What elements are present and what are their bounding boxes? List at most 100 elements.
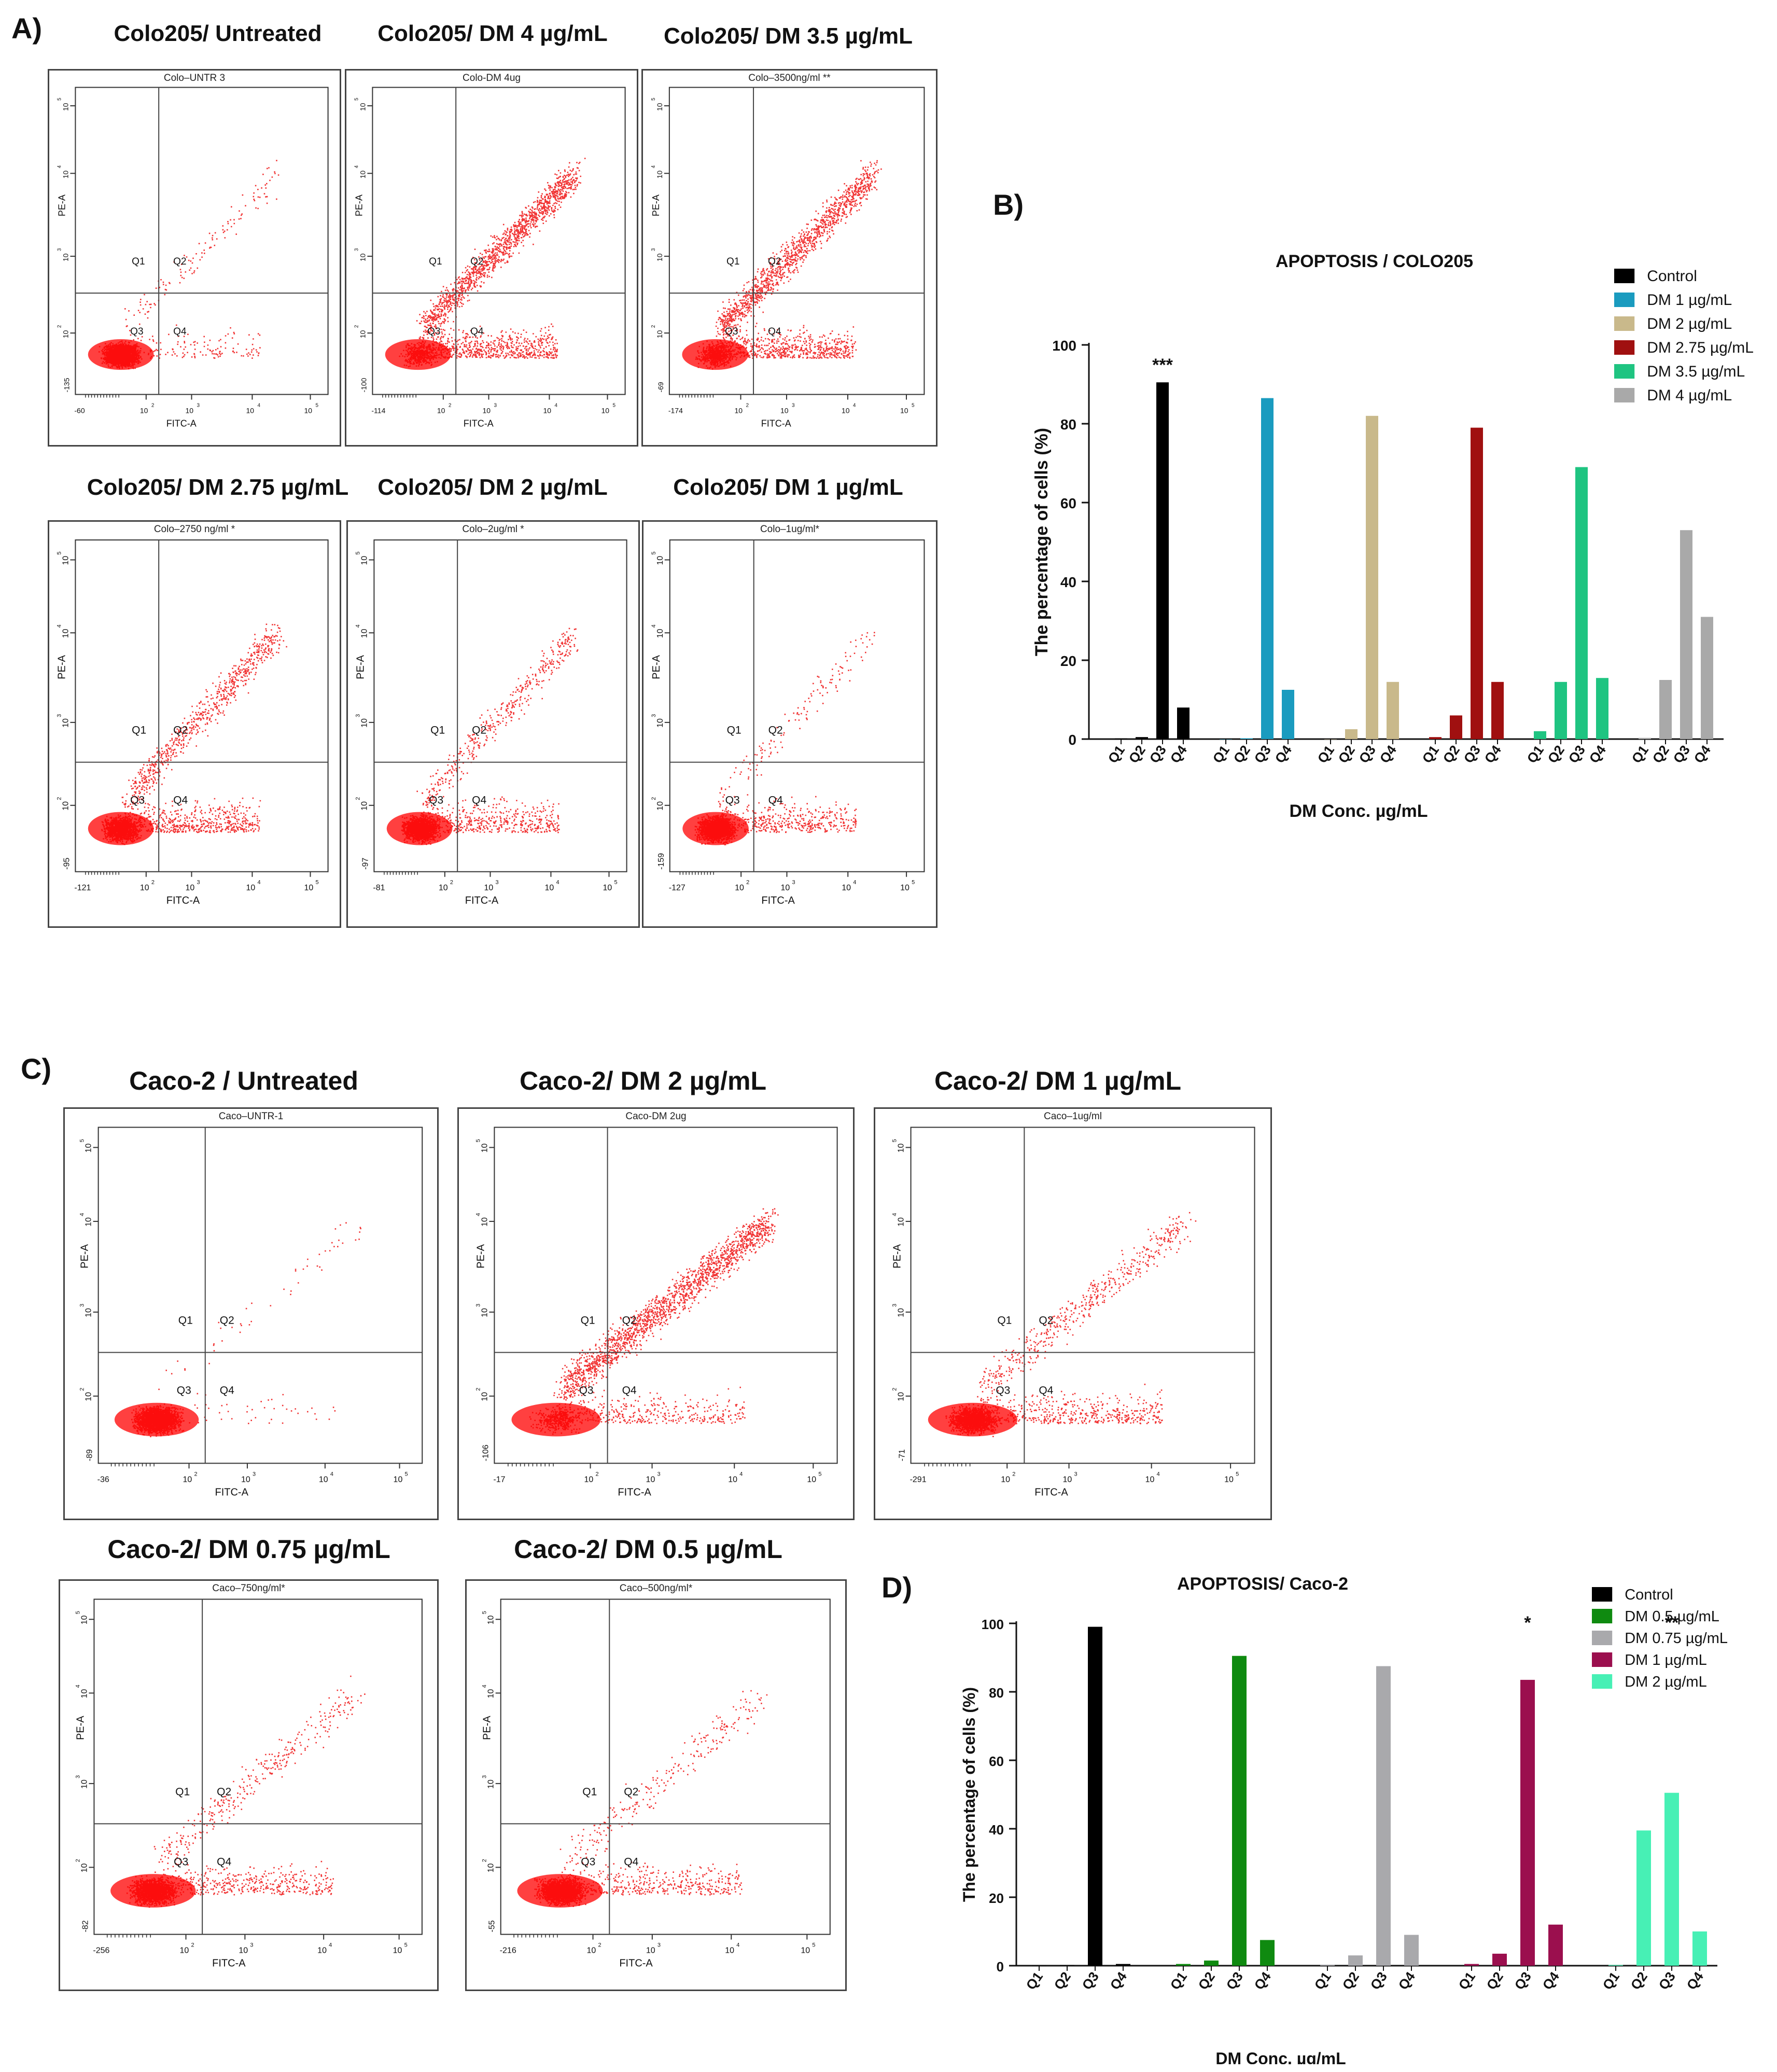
x-axis-label: FITC-A — [166, 419, 197, 429]
x-tick-exponent: 3 — [494, 403, 497, 409]
quadrant-label-q2: Q2 — [173, 256, 186, 267]
flow-title-colo-dm275: Colo205/ DM 2.75 µg/mL — [87, 475, 349, 500]
event-dots — [928, 1212, 1197, 1437]
plot-frame — [93, 1598, 423, 1935]
x-tick-label: Q4 — [1586, 742, 1609, 766]
x-tick-label: 10 — [246, 407, 254, 415]
x-tick-label: 10 — [241, 1475, 250, 1484]
flow-subtitle: Colo-DM 4ug — [463, 73, 521, 84]
x-tick-label: Q3 — [1565, 742, 1588, 766]
y-tick-exponent: 4 — [354, 165, 359, 168]
y-tick-exponent: 2 — [354, 325, 359, 328]
quadrant-label-q3: Q3 — [130, 326, 143, 337]
significance-annotation: * — [1524, 1613, 1531, 1633]
x-min-tick: -114 — [371, 407, 385, 415]
quadrant-label-q4: Q4 — [470, 326, 484, 337]
x-axis-label: FITC-A — [1034, 1486, 1068, 1498]
bar-3-0 — [1429, 737, 1442, 739]
x-tick-label: Q4 — [1376, 742, 1400, 766]
x-tick-exponent: 3 — [253, 1471, 256, 1477]
bar-0-1 — [1060, 1965, 1074, 1966]
plot-frame — [494, 1127, 838, 1464]
y-tick-label: 100 — [982, 1617, 1004, 1632]
y-tick-label: 10 — [85, 1217, 93, 1227]
y-tick-label: 10 — [61, 170, 69, 178]
y-tick-exponent: 4 — [79, 1213, 86, 1216]
x-tick-exponent: 5 — [1236, 1471, 1239, 1477]
x-tick-label: 10 — [603, 884, 612, 893]
y-tick-label: 10 — [80, 1779, 89, 1789]
bar-3-0 — [1464, 1964, 1479, 1966]
quadrant-label-q2: Q2 — [624, 1786, 638, 1798]
x-tick-label: 10 — [239, 1946, 248, 1955]
flow-plot-caco-dm2: Caco-DM 2ug Q1 Q2 Q3 Q4 FITC-A PE-A -17 -106 10 2… — [457, 1107, 855, 1520]
y-tick-label: 10 — [360, 629, 369, 638]
y-axis-label: PE-A — [475, 1244, 486, 1268]
y-tick-label: 10 — [656, 801, 665, 811]
x-tick-label: 10 — [183, 1475, 192, 1484]
bar-3-1 — [1450, 715, 1462, 739]
y-tick-exponent: 3 — [354, 248, 359, 251]
panel-label-d: D) — [881, 1571, 913, 1604]
y-tick-exponent: 2 — [482, 1859, 488, 1862]
y-tick-exponent: 3 — [57, 248, 62, 251]
x-tick-label: 10 — [1145, 1475, 1155, 1484]
flow-plot-caco-dm075: Caco–750ng/ml* Q1 Q2 Q3 Q4 FITC-A PE-A -256 -82… — [59, 1579, 439, 1991]
bar-2-1 — [1345, 729, 1358, 739]
event-cluster — [385, 339, 451, 370]
x-tick-label: Q1 — [1419, 742, 1442, 766]
y-tick-label: 10 — [655, 253, 664, 261]
x-tick-label: 10 — [437, 407, 445, 415]
y-tick-exponent: 4 — [482, 1685, 488, 1688]
quadrant-label-q4: Q4 — [217, 1856, 231, 1868]
flow-title-caco-dm075: Caco-2/ DM 0.75 µg/mL — [107, 1535, 390, 1564]
y-axis-label: The percentage of cells (%) — [1032, 428, 1052, 656]
legend-entry: DM 4 µg/mL — [1647, 387, 1732, 404]
x-tick-label: Q4 — [1690, 742, 1714, 766]
y-tick-label: 10 — [61, 718, 70, 728]
quadrant-label-q4: Q4 — [622, 1385, 637, 1397]
quadrant-label-q4: Q4 — [624, 1856, 638, 1868]
flow-title-colo-dm1: Colo205/ DM 1 µg/mL — [673, 475, 903, 500]
x-tick-label: Q1 — [1167, 1969, 1190, 1993]
x-min-tick: -36 — [97, 1475, 109, 1484]
x-tick-label: Q3 — [1511, 1969, 1534, 1993]
legend-swatch — [1592, 1587, 1613, 1602]
y-tick-label: 60 — [1060, 495, 1076, 511]
y-tick-label: 10 — [897, 1392, 906, 1401]
bar-2-2 — [1366, 415, 1378, 739]
x-axis-label: DM Conc. µg/mL — [1215, 2049, 1346, 2064]
x-tick-label: Q2 — [1230, 742, 1253, 766]
legend-swatch — [1614, 388, 1635, 402]
y-tick-exponent: 5 — [354, 98, 359, 101]
bar-2-3 — [1387, 682, 1399, 739]
flow-subtitle: Colo–UNTR 3 — [163, 73, 226, 84]
y-tick-label: 10 — [897, 1144, 906, 1153]
bar-3-3 — [1491, 682, 1504, 739]
x-tick-exponent: 3 — [1074, 1471, 1078, 1477]
x-tick-exponent: 2 — [191, 1942, 194, 1949]
y-tick-exponent: 3 — [75, 1775, 81, 1778]
event-cluster — [114, 1402, 199, 1437]
y-tick-label: 0 — [997, 1959, 1004, 1974]
x-tick-label: Q3 — [1367, 1969, 1390, 1993]
flow-plot-colo-dm4: Colo-DM 4ug Q1 Q2 Q3 Q4 FITC-A PE-A -114 -100 10… — [345, 69, 638, 447]
event-points — [101, 623, 287, 845]
x-min-tick: -256 — [93, 1946, 109, 1955]
x-tick-label: 10 — [140, 884, 149, 893]
x-tick-label: Q2 — [1649, 742, 1672, 766]
y-min-tick: -82 — [81, 1920, 90, 1932]
y-axis-label: PE-A — [651, 655, 662, 679]
bar-0-1 — [1136, 737, 1148, 739]
x-tick-label: 10 — [317, 1946, 327, 1955]
bar-4-0 — [1534, 731, 1546, 739]
x-min-tick: -81 — [373, 884, 385, 893]
x-axis-label: FITC-A — [618, 1486, 651, 1498]
quadrant-label-q3: Q3 — [579, 1385, 594, 1397]
flow-plot-caco-dm1: Caco–1ug/ml Q1 Q2 Q3 Q4 FITC-A PE-A -291 -71 10 2… — [874, 1107, 1272, 1520]
legend-entry: DM 2 µg/mL — [1647, 315, 1732, 332]
x-tick-label: 10 — [842, 407, 850, 415]
y-min-tick: -95 — [62, 857, 71, 869]
x-tick-exponent: 3 — [197, 403, 200, 409]
y-tick-label: 10 — [61, 629, 70, 638]
